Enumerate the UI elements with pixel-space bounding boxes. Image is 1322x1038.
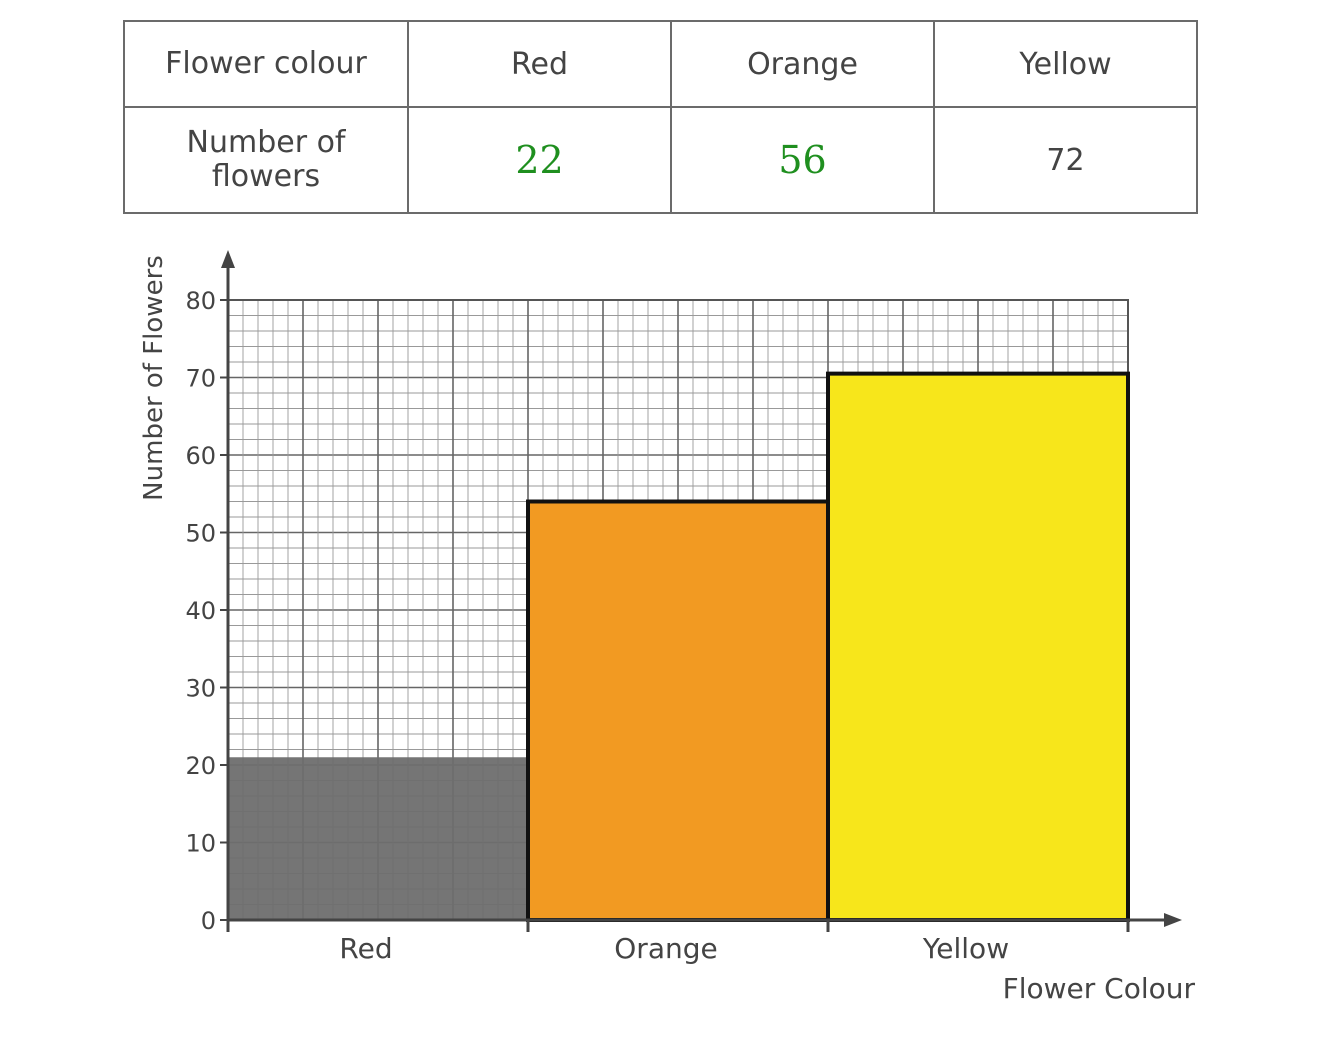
data-table: Flower colour Red Orange Yellow Number o… bbox=[123, 20, 1198, 214]
x-label-red: Red bbox=[339, 932, 392, 965]
table-cell-colour-orange: Orange bbox=[670, 20, 935, 108]
count-label-cell: Number of flowers bbox=[123, 106, 409, 214]
count-value-red: 22 bbox=[515, 138, 564, 182]
colour-label-orange: Orange bbox=[747, 46, 858, 82]
bar-red bbox=[228, 757, 528, 920]
bar-yellow bbox=[826, 371, 1130, 922]
count-value-yellow: 72 bbox=[1046, 142, 1085, 178]
table-cell-count-red: 22 bbox=[407, 106, 672, 214]
table-cell-count-yellow: 72 bbox=[933, 106, 1198, 214]
y-tick-label: 80 bbox=[185, 287, 216, 315]
chart-area: 0 10 20 30 40 50 60 70 80 Red Orange Yellow Flower C… bbox=[0, 230, 1322, 1038]
y-tick-label: 70 bbox=[185, 365, 216, 393]
header-label-cell: Flower colour bbox=[123, 20, 409, 108]
colour-label-yellow: Yellow bbox=[1019, 46, 1112, 82]
y-tick-label: 60 bbox=[185, 442, 216, 470]
count-label-line1: Number of bbox=[186, 124, 346, 160]
table-row-count: Number of flowers 22 56 72 bbox=[123, 106, 1198, 214]
x-label-orange: Orange bbox=[614, 932, 717, 965]
table-cell-colour-yellow: Yellow bbox=[933, 20, 1198, 108]
count-value-orange: 56 bbox=[778, 138, 827, 182]
y-tick-label: 20 bbox=[185, 752, 216, 780]
x-axis-title: Flower Colour bbox=[1003, 972, 1196, 1005]
bar-chart: 0 10 20 30 40 50 60 70 80 Red Orange Yellow Flower C… bbox=[139, 250, 1196, 1005]
table-row-colour: Flower colour Red Orange Yellow bbox=[123, 20, 1198, 108]
x-axis-arrow-icon bbox=[1164, 913, 1182, 927]
bar-orange bbox=[526, 499, 830, 922]
y-axis-arrow-icon bbox=[221, 250, 235, 268]
header-label: Flower colour bbox=[165, 45, 367, 81]
y-tick-label: 0 bbox=[201, 907, 216, 935]
count-label-line2: flowers bbox=[211, 159, 321, 194]
x-label-yellow: Yellow bbox=[922, 932, 1009, 965]
y-tick-label: 40 bbox=[185, 597, 216, 625]
table-cell-count-orange: 56 bbox=[670, 106, 935, 214]
y-tick-label: 50 bbox=[185, 520, 216, 548]
colour-label-red: Red bbox=[511, 46, 568, 82]
y-tick-label: 10 bbox=[185, 830, 216, 858]
table-cell-colour-red: Red bbox=[407, 20, 672, 108]
y-tick-label: 30 bbox=[185, 675, 216, 703]
y-axis-title: Number of Flowers bbox=[139, 255, 169, 501]
